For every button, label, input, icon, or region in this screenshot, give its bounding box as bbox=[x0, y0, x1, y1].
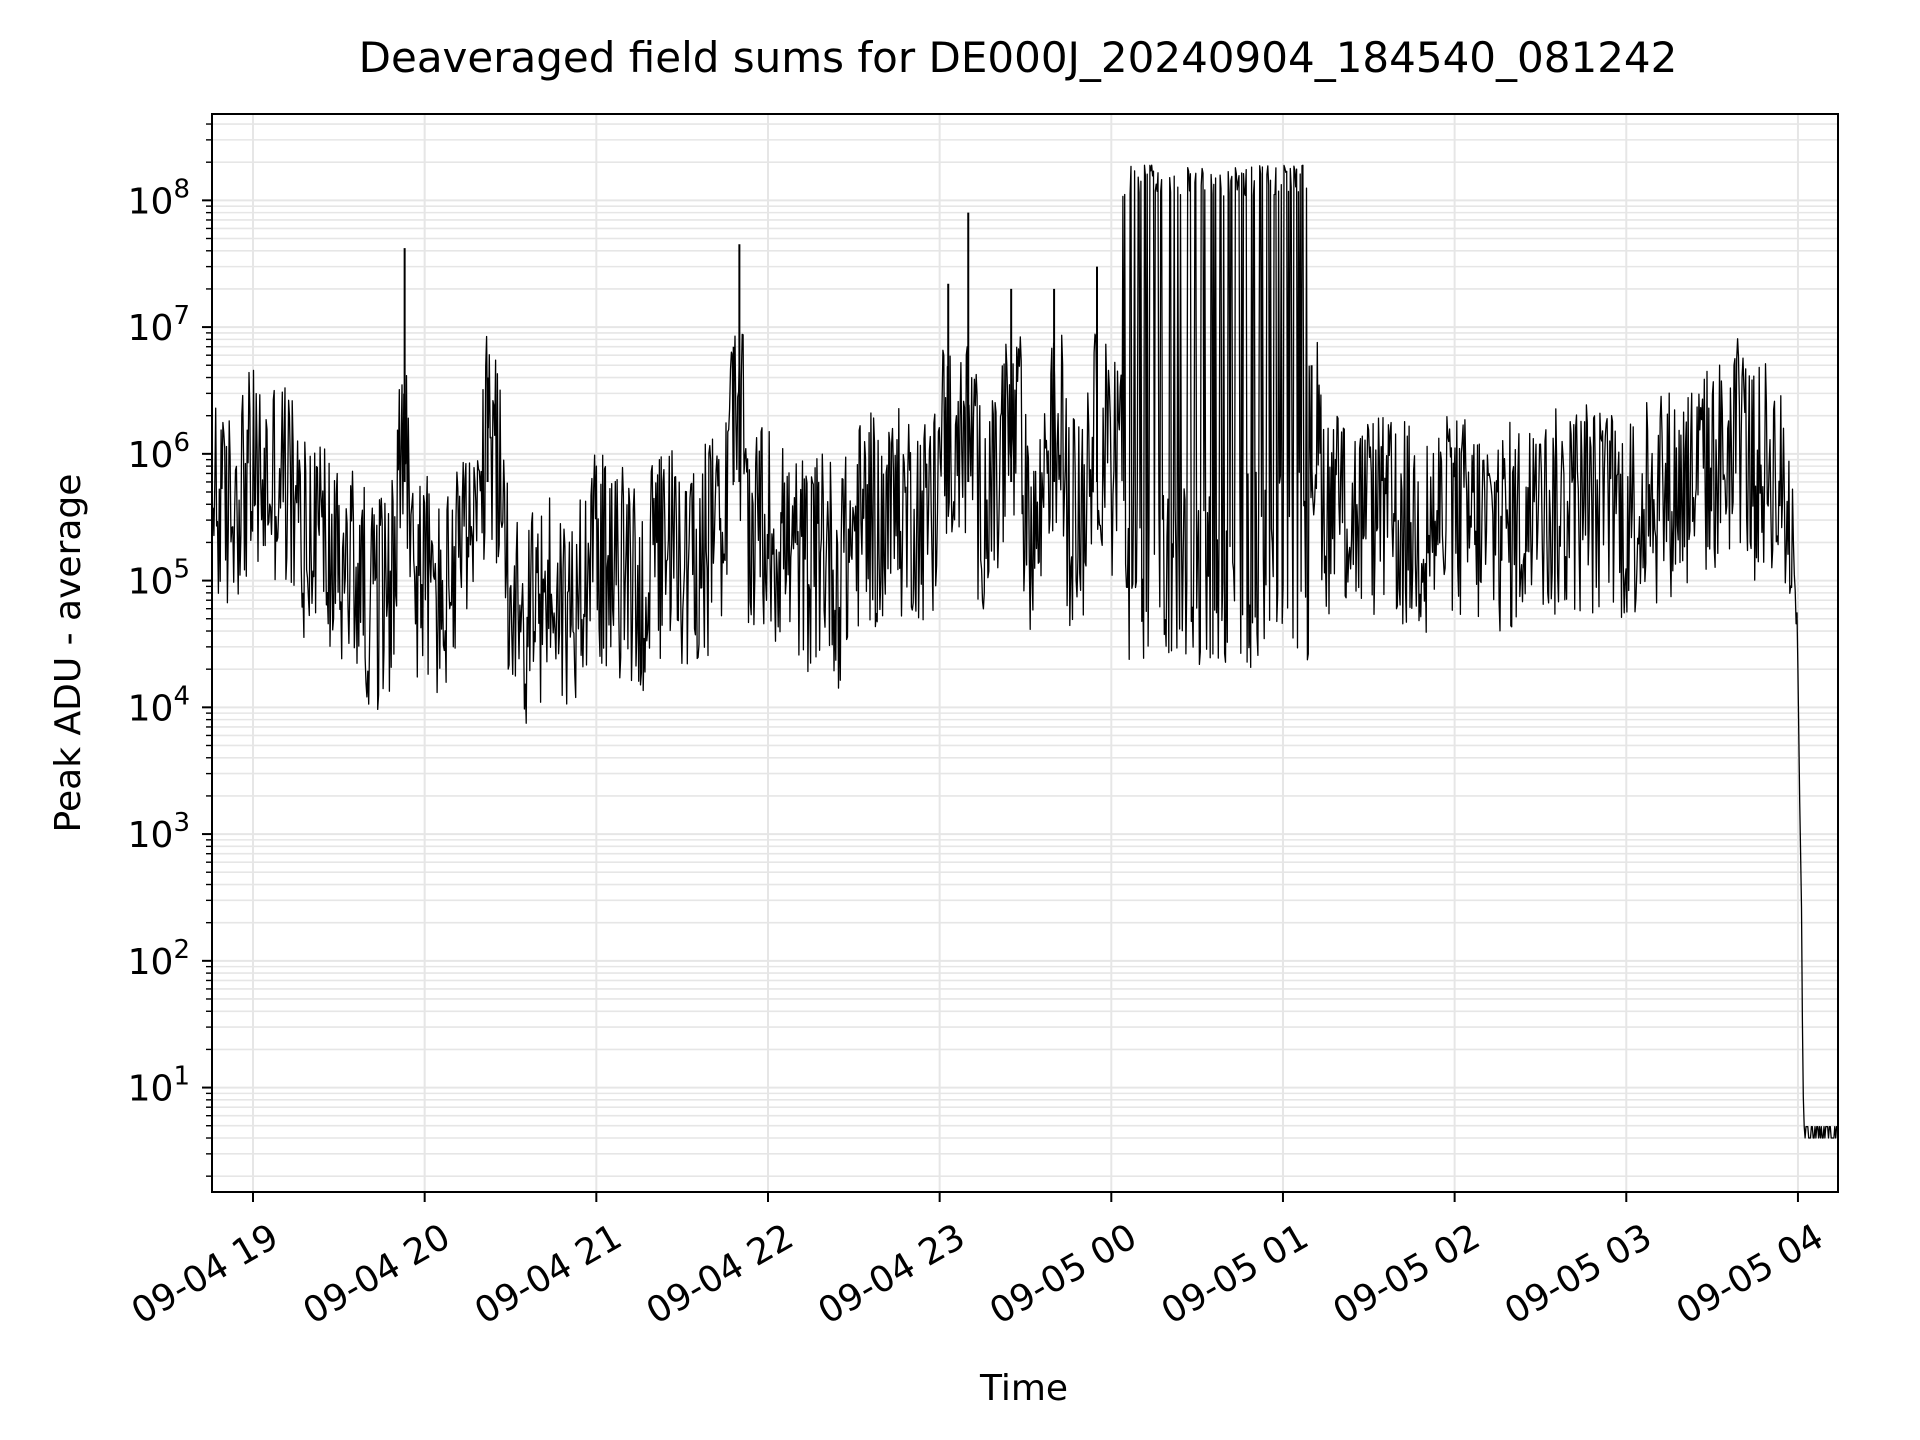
axes-frame bbox=[211, 113, 1839, 1193]
series-line bbox=[212, 164, 1838, 1139]
x-axis-label: Time bbox=[979, 1368, 1068, 1409]
grid-lines bbox=[212, 114, 1838, 1192]
y-tick-label: 102 bbox=[128, 935, 190, 983]
y-tick-label: 101 bbox=[128, 1062, 190, 1110]
y-axis-label: Peak ADU - average bbox=[48, 474, 89, 833]
y-tick-label: 107 bbox=[128, 301, 190, 349]
y-tick-label: 103 bbox=[128, 808, 190, 856]
series-layer bbox=[212, 164, 1838, 1139]
y-tick-label: 105 bbox=[128, 555, 190, 603]
y-tick-label: 104 bbox=[128, 681, 190, 729]
y-tick-label: 106 bbox=[128, 428, 190, 476]
y-axis: 101 102 103 104 105 106 107 108 bbox=[128, 123, 212, 1177]
chart-title: Deaveraged field sums for DE000J_2024090… bbox=[359, 33, 1678, 82]
y-tick-label: 108 bbox=[128, 174, 190, 222]
